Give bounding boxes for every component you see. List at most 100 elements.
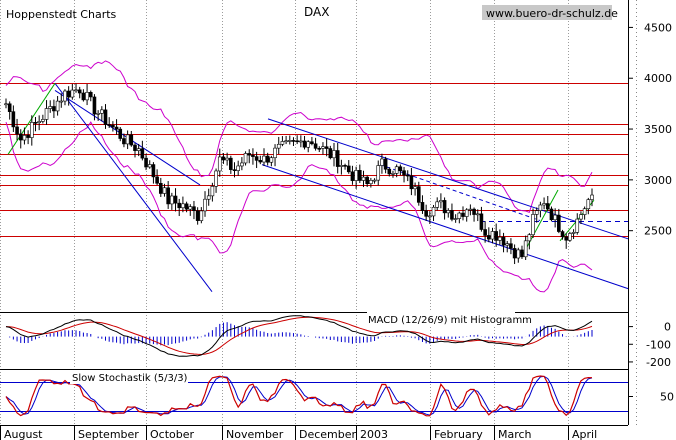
- candle-body: [147, 164, 152, 168]
- macd-label: MACD (12/26/9) mit Histogramm: [368, 315, 532, 326]
- candle-body: [118, 128, 123, 139]
- candle-body: [162, 187, 167, 194]
- candle-body: [92, 96, 97, 115]
- candle-body: [254, 156, 259, 161]
- candle-body: [184, 203, 189, 210]
- candle-body: [114, 126, 119, 130]
- green-uptrend-mar: [521, 189, 559, 257]
- candle-body: [310, 141, 314, 145]
- candle-body: [258, 160, 263, 163]
- candle-body: [453, 218, 458, 220]
- candle-body: [435, 201, 440, 208]
- stoch-tick-label: 50: [660, 391, 674, 404]
- candle-body: [365, 176, 369, 185]
- candle-body: [144, 157, 148, 168]
- candle-body: [549, 208, 554, 221]
- candle-body: [505, 243, 510, 246]
- price-tick-label: 2500: [644, 225, 672, 238]
- candle-body: [66, 90, 71, 98]
- candle-body: [41, 119, 45, 122]
- candle-body: [523, 240, 528, 258]
- macd-tick-label: -100: [646, 338, 671, 351]
- candle-body: [590, 194, 594, 200]
- candle-body: [487, 235, 491, 240]
- candle-body: [88, 92, 93, 98]
- candle-body: [265, 155, 270, 163]
- candle-body: [560, 231, 565, 238]
- stoch-d-line: [5, 375, 593, 416]
- candle-body: [446, 210, 451, 214]
- price-tick-label: 3000: [644, 174, 672, 187]
- candle-body: [332, 150, 336, 159]
- candle-body: [369, 180, 373, 185]
- candle-body: [33, 122, 38, 124]
- candle-body: [306, 141, 311, 148]
- candle-body: [151, 164, 156, 178]
- candle-body: [442, 200, 447, 214]
- candle-body: [571, 232, 576, 234]
- candle-body: [173, 195, 178, 204]
- candle-body: [439, 200, 443, 203]
- price-tick-label: 4000: [644, 72, 672, 85]
- publisher-label: Hoppenstedt Charts: [6, 8, 117, 21]
- candle-body: [221, 156, 226, 161]
- candle-body: [557, 214, 561, 232]
- month-label: August: [4, 428, 43, 440]
- candle-body: [77, 89, 82, 94]
- candle-body: [225, 157, 229, 161]
- candle-body: [479, 213, 484, 230]
- candle-body: [402, 170, 406, 176]
- candle-body: [295, 140, 299, 143]
- channel-lower-line: [261, 164, 629, 290]
- candle-body: [391, 173, 395, 175]
- month-label: March: [498, 428, 532, 440]
- candle-body: [354, 170, 358, 181]
- candle-body: [586, 199, 591, 210]
- month-label: November: [226, 428, 284, 440]
- candle-body: [107, 124, 111, 126]
- candle-body: [18, 133, 23, 141]
- candle-body: [26, 135, 30, 138]
- candle-body: [409, 175, 414, 190]
- candle-body: [339, 165, 344, 167]
- candle-body: [122, 138, 126, 145]
- candle-body: [317, 148, 322, 150]
- channel-upper-line: [267, 118, 629, 240]
- candle-body: [516, 249, 521, 259]
- candle-body: [70, 89, 75, 98]
- candle-body: [501, 236, 506, 246]
- candle-body: [15, 126, 19, 135]
- candle-body: [361, 176, 366, 181]
- candle-body: [81, 92, 86, 101]
- candle-body: [203, 198, 207, 212]
- candle-body: [321, 146, 325, 149]
- candle-body: [85, 92, 89, 101]
- candle-body: [468, 208, 473, 211]
- stoch-label-bg: [70, 370, 188, 384]
- candle-body: [472, 208, 476, 215]
- candle-body: [240, 162, 244, 167]
- stochastic-label: Slow Stochastik (5/3/3): [72, 373, 188, 384]
- candle-body: [358, 170, 362, 181]
- candle-body: [273, 147, 277, 159]
- candle-body: [214, 170, 218, 187]
- candle-body: [136, 148, 141, 151]
- candle-body: [166, 187, 170, 205]
- candle-body: [199, 210, 204, 221]
- candle-body: [236, 165, 240, 171]
- candle-body: [376, 165, 381, 181]
- candle-body: [428, 215, 432, 218]
- macd-tick-label: 0: [664, 321, 671, 334]
- candle-body: [498, 236, 502, 241]
- candle-body: [512, 248, 517, 259]
- candle-body: [582, 208, 587, 215]
- candle-body: [247, 153, 252, 156]
- candle-body: [416, 186, 421, 203]
- candle-body: [11, 111, 16, 128]
- candle-body: [96, 113, 100, 115]
- month-label: April: [572, 428, 597, 440]
- candle-body: [383, 158, 388, 170]
- month-label: February: [434, 428, 483, 440]
- chart-title: DAX: [304, 5, 329, 19]
- candle-body: [251, 154, 255, 157]
